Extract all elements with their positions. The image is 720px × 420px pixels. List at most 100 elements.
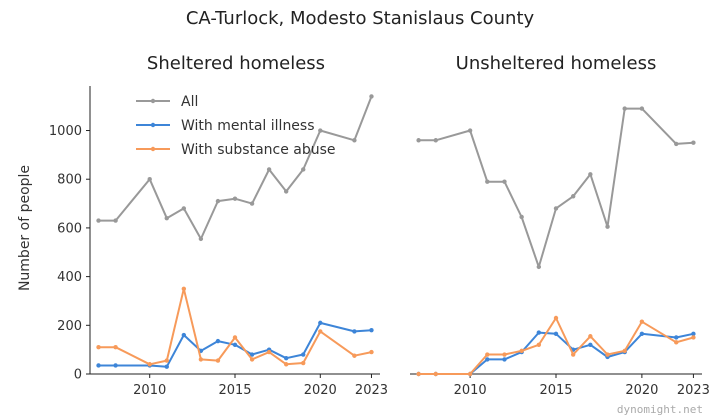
sheltered-point-with-mental-illness-2007 bbox=[96, 363, 101, 368]
sheltered-point-with-substance-abuse-2007 bbox=[96, 345, 101, 350]
unsheltered-point-all-2020 bbox=[639, 106, 645, 111]
unsheltered-point-with-mental-illness-2012 bbox=[502, 357, 507, 362]
unsheltered-x-tick-label-2020: 2020 bbox=[625, 383, 658, 398]
sheltered-x-tick-label-2015: 2015 bbox=[218, 383, 251, 398]
sheltered-point-with-mental-illness-2023 bbox=[369, 327, 374, 333]
unsheltered-point-with-mental-illness-2017 bbox=[588, 342, 593, 347]
sheltered-point-with-substance-abuse-2023 bbox=[369, 349, 374, 355]
unsheltered-x-tick-label-2023: 2023 bbox=[677, 383, 710, 398]
unsheltered-point-with-substance-abuse-2019 bbox=[622, 348, 627, 354]
unsheltered-point-with-substance-abuse-2015 bbox=[553, 315, 559, 321]
y-axis-label: Number of people bbox=[17, 165, 33, 291]
legend-label-substance-abuse: With substance abuse bbox=[181, 142, 336, 158]
sheltered-point-with-mental-illness-2018 bbox=[283, 355, 289, 361]
sheltered-point-with-substance-abuse-2014 bbox=[215, 358, 221, 363]
unsheltered-point-with-mental-illness-2020 bbox=[639, 331, 645, 337]
sheltered-point-with-mental-illness-2014 bbox=[215, 338, 221, 344]
sheltered-point-with-substance-abuse-2012 bbox=[181, 286, 187, 291]
legend-marker-all bbox=[150, 98, 156, 104]
sheltered-point-all-2012 bbox=[181, 206, 187, 211]
sheltered-y-tick-label-0: 0 bbox=[74, 368, 82, 383]
unsheltered-point-with-mental-illness-2015 bbox=[553, 331, 559, 337]
sheltered-point-with-substance-abuse-2019 bbox=[301, 360, 306, 366]
sheltered-line-with-substance-abuse bbox=[98, 287, 372, 366]
unsheltered-point-with-substance-abuse-2018 bbox=[605, 352, 610, 357]
unsheltered-point-with-substance-abuse-2022 bbox=[674, 340, 679, 345]
unsheltered-x-tick-label-2010: 2010 bbox=[454, 383, 487, 398]
sheltered-point-all-2017 bbox=[266, 167, 272, 172]
unsheltered-line-with-substance-abuse bbox=[418, 317, 694, 375]
unsheltered-point-with-substance-abuse-2010 bbox=[467, 371, 473, 377]
sheltered-point-with-mental-illness-2015 bbox=[232, 342, 238, 347]
sheltered-x-tick-label-2020: 2020 bbox=[304, 383, 337, 398]
unsheltered-point-with-mental-illness-2014 bbox=[536, 330, 542, 335]
unsheltered-x-tick-label-2015: 2015 bbox=[539, 383, 572, 398]
sheltered-point-all-2010 bbox=[147, 177, 152, 182]
sheltered-point-with-substance-abuse-2020 bbox=[318, 329, 323, 334]
legend: All With mental illness With substance a… bbox=[136, 94, 336, 158]
unsheltered-point-with-substance-abuse-2020 bbox=[639, 319, 645, 324]
sheltered-point-all-2020 bbox=[318, 128, 323, 133]
unsheltered-point-with-substance-abuse-2023 bbox=[691, 335, 696, 340]
sheltered-point-with-mental-illness-2022 bbox=[352, 329, 357, 334]
unsheltered-point-all-2017 bbox=[588, 172, 593, 177]
sheltered-point-all-2008 bbox=[113, 218, 118, 223]
sheltered-point-with-substance-abuse-2013 bbox=[198, 357, 204, 362]
unsheltered-line-all bbox=[418, 107, 694, 268]
unsheltered-point-all-2011 bbox=[485, 179, 490, 184]
sheltered-point-all-2016 bbox=[249, 201, 255, 206]
unsheltered-point-all-2016 bbox=[570, 194, 576, 199]
sheltered-point-all-2019 bbox=[301, 167, 306, 172]
sheltered-point-with-mental-illness-2012 bbox=[181, 332, 187, 338]
sheltered-point-with-mental-illness-2020 bbox=[318, 320, 323, 326]
unsheltered-point-all-2013 bbox=[519, 214, 524, 220]
unsheltered-point-all-2012 bbox=[502, 179, 507, 184]
sheltered-point-all-2007 bbox=[96, 218, 101, 223]
sheltered-point-with-substance-abuse-2008 bbox=[113, 345, 118, 350]
sheltered-point-all-2011 bbox=[164, 215, 169, 221]
unsheltered-point-all-2008 bbox=[433, 138, 438, 143]
unsheltered-point-with-substance-abuse-2012 bbox=[502, 352, 507, 357]
panel-sheltered: 2010 2015 2020 2023 0 200 400 600 800 1000 bbox=[49, 86, 388, 398]
unsheltered-point-with-mental-illness-2011 bbox=[485, 357, 490, 362]
sheltered-y-tick-label-800: 800 bbox=[57, 173, 82, 188]
unsheltered-point-all-2022 bbox=[674, 141, 679, 147]
unsheltered-point-with-mental-illness-2022 bbox=[674, 335, 679, 340]
sheltered-point-with-mental-illness-2016 bbox=[249, 352, 255, 357]
sheltered-x-tick-label-2023: 2023 bbox=[355, 383, 388, 398]
unsheltered-point-with-substance-abuse-2011 bbox=[485, 352, 490, 357]
unsheltered-point-with-substance-abuse-2007 bbox=[416, 371, 421, 377]
sheltered-point-with-substance-abuse-2017 bbox=[266, 349, 272, 355]
unsheltered-point-all-2010 bbox=[467, 128, 473, 133]
unsheltered-point-with-substance-abuse-2014 bbox=[536, 342, 542, 347]
unsheltered-point-all-2023 bbox=[691, 140, 696, 145]
sheltered-point-all-2015 bbox=[232, 196, 238, 201]
unsheltered-point-with-substance-abuse-2008 bbox=[433, 371, 438, 377]
sheltered-point-with-substance-abuse-2018 bbox=[283, 362, 289, 367]
legend-marker-mental-illness bbox=[150, 122, 156, 128]
sheltered-y-tick-label-400: 400 bbox=[57, 270, 82, 285]
panel-title-left: Sheltered homeless bbox=[147, 53, 325, 74]
sheltered-point-with-substance-abuse-2022 bbox=[352, 353, 357, 358]
sheltered-point-all-2014 bbox=[215, 198, 221, 204]
sheltered-point-with-substance-abuse-2010 bbox=[147, 362, 152, 367]
sheltered-point-all-2013 bbox=[198, 236, 204, 242]
unsheltered-point-with-substance-abuse-2016 bbox=[570, 352, 576, 357]
sheltered-point-all-2022 bbox=[352, 138, 357, 143]
panel-unsheltered: 2010 2015 2020 2023 bbox=[410, 106, 710, 398]
sheltered-x-tick-label-2010: 2010 bbox=[133, 383, 166, 398]
legend-label-mental-illness: With mental illness bbox=[181, 118, 315, 134]
panel-title-right: Unsheltered homeless bbox=[456, 53, 657, 74]
unsheltered-point-all-2019 bbox=[622, 106, 627, 111]
legend-label-all: All bbox=[181, 94, 198, 110]
sheltered-point-all-2018 bbox=[283, 189, 289, 194]
chart-title: CA-Turlock, Modesto Stanislaus County bbox=[186, 8, 535, 29]
sheltered-point-with-substance-abuse-2011 bbox=[164, 358, 169, 363]
sheltered-y-tick-label-600: 600 bbox=[57, 221, 82, 236]
sheltered-point-with-mental-illness-2011 bbox=[164, 364, 169, 369]
unsheltered-point-all-2014 bbox=[536, 264, 542, 270]
unsheltered-point-with-substance-abuse-2013 bbox=[519, 348, 524, 354]
unsheltered-point-all-2018 bbox=[605, 224, 610, 229]
sheltered-y-tick-label-1000: 1000 bbox=[49, 124, 82, 139]
